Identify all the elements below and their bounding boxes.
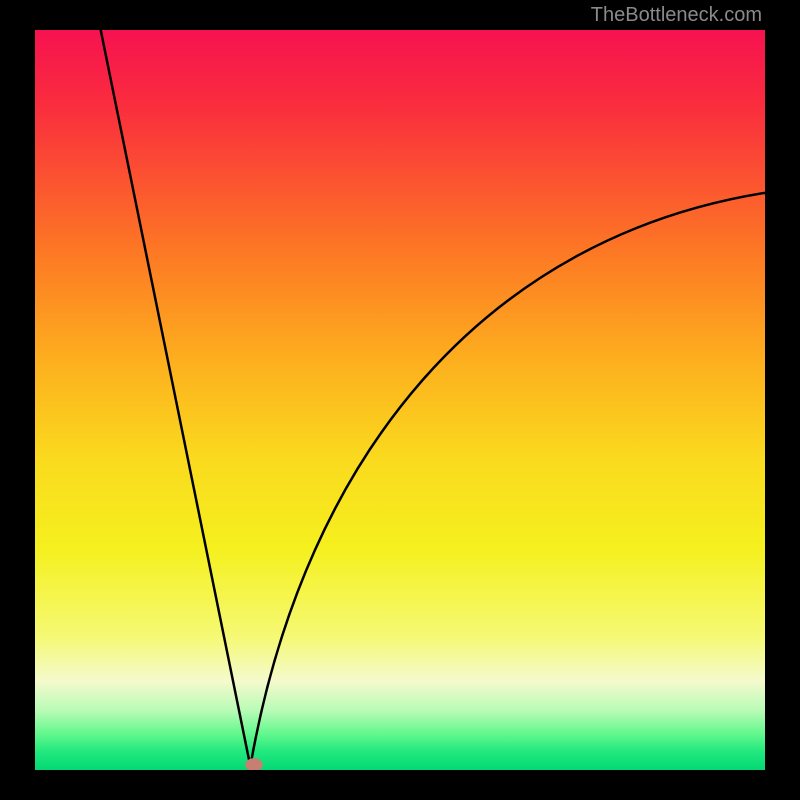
plot-area [35,30,765,770]
gradient-background [35,30,765,770]
watermark-text: TheBottleneck.com [591,4,762,27]
